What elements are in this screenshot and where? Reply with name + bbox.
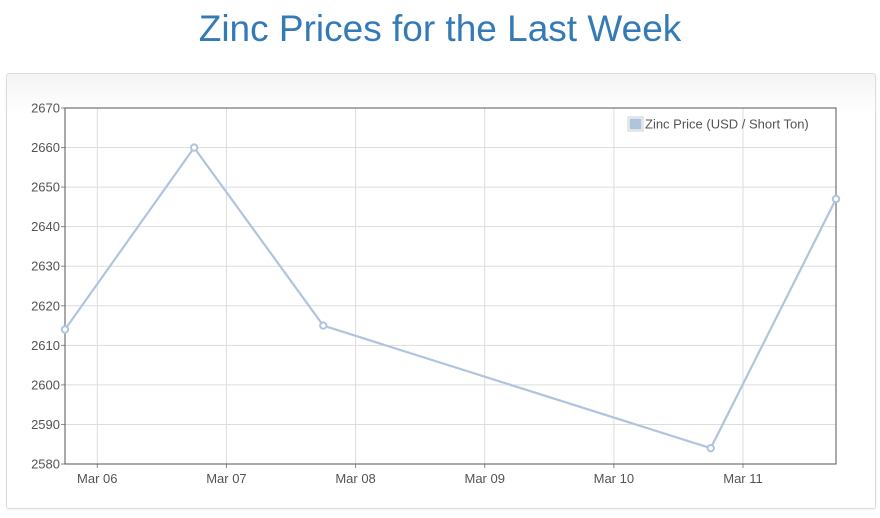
y-tick-label: 2630 bbox=[31, 259, 60, 274]
data-point[interactable] bbox=[831, 194, 841, 204]
y-tick-label: 2650 bbox=[31, 180, 60, 195]
y-tick-label: 2660 bbox=[31, 140, 60, 155]
data-point[interactable] bbox=[319, 321, 328, 330]
plot-area bbox=[65, 108, 836, 464]
x-tick-label: Mar 10 bbox=[594, 471, 634, 486]
legend-swatch bbox=[628, 117, 643, 131]
y-tick-label: 2590 bbox=[31, 417, 60, 432]
y-tick-label: 2580 bbox=[31, 457, 60, 472]
line-chart: 2580 2590 2600 2610 2620 2630 2640 2650 2660 2670… bbox=[31, 101, 841, 486]
page-title: Zinc Prices for the Last Week bbox=[198, 8, 682, 49]
data-point[interactable] bbox=[706, 443, 715, 453]
chart-panel: 2580 2590 2600 2610 2620 2630 2640 2650 2660 2670… bbox=[6, 73, 876, 509]
y-tick-label: 2600 bbox=[31, 377, 60, 392]
x-tick-label: Mar 11 bbox=[723, 471, 763, 486]
data-point[interactable] bbox=[60, 325, 70, 334]
x-tick-label: Mar 09 bbox=[464, 471, 504, 486]
y-tick-label: 2610 bbox=[31, 338, 60, 353]
plot-border bbox=[64, 107, 837, 465]
x-tick-label: Mar 07 bbox=[206, 471, 246, 486]
legend-label: Zinc Price (USD / Short Ton) bbox=[645, 117, 809, 132]
legend-swatch-border bbox=[627, 116, 644, 132]
data-point[interactable] bbox=[189, 143, 199, 152]
y-tick-label: 2620 bbox=[31, 298, 60, 313]
x-tick-label: Mar 06 bbox=[77, 471, 117, 486]
y-tick-label: 2640 bbox=[31, 219, 60, 234]
y-tick-label: 2670 bbox=[31, 101, 60, 116]
x-tick-label: Mar 08 bbox=[335, 471, 375, 486]
